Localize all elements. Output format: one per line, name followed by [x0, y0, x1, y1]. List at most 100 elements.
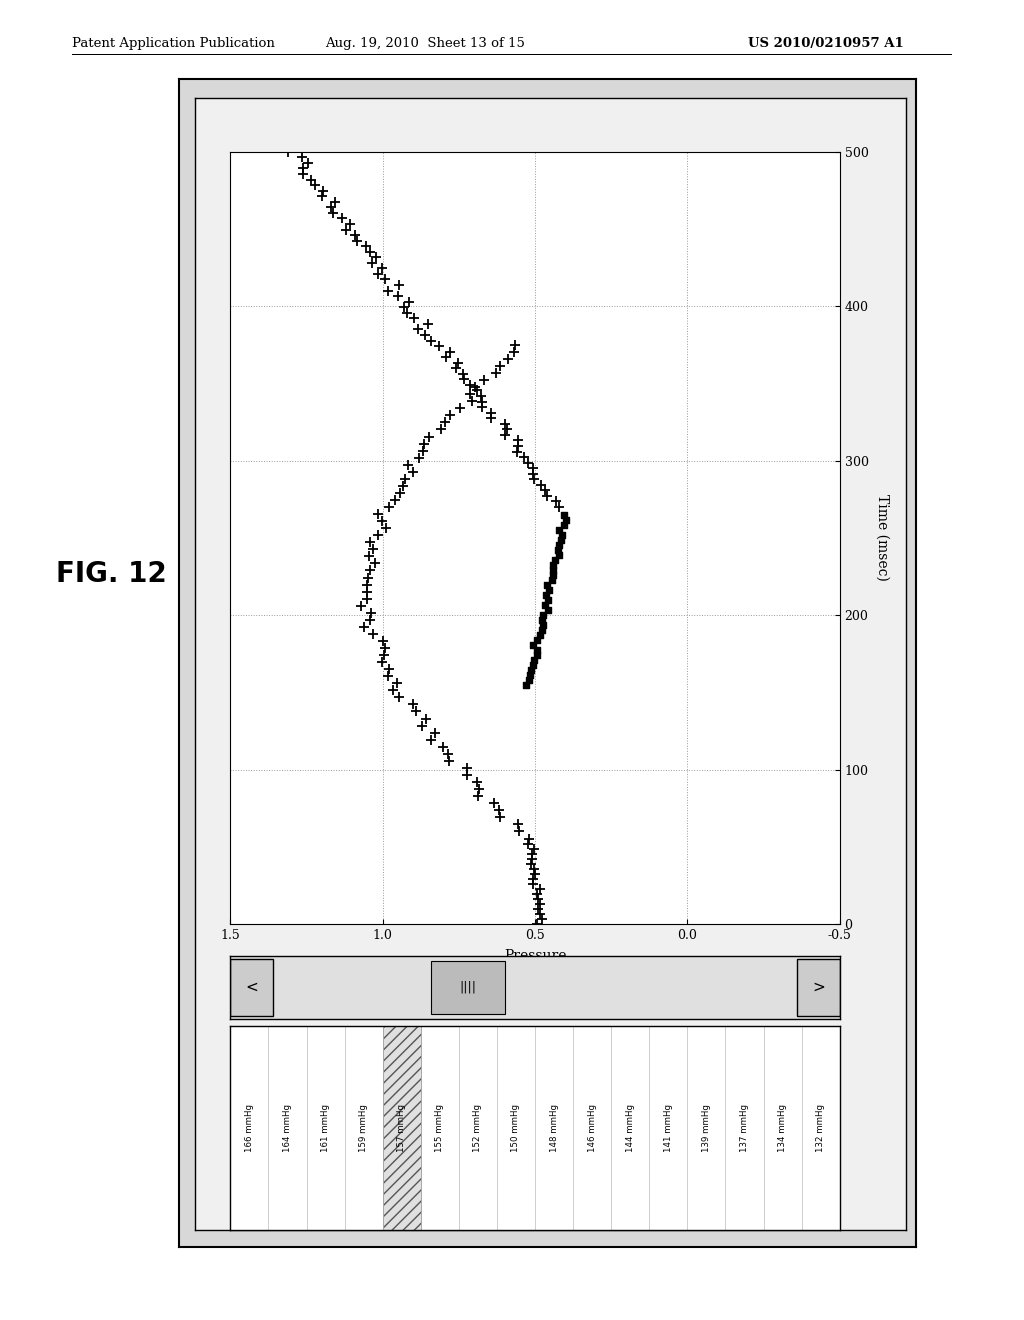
Point	[553, 529, 569, 550]
Point	[390, 275, 407, 296]
Point	[358, 589, 375, 610]
Point	[385, 680, 401, 701]
Point	[528, 913, 545, 935]
Point	[528, 639, 545, 660]
Point	[524, 849, 541, 870]
Point	[523, 843, 540, 865]
Point	[416, 433, 432, 454]
Point	[558, 510, 574, 531]
Point	[361, 560, 378, 581]
Point	[338, 219, 354, 240]
Text: US 2010/0210957 A1: US 2010/0210957 A1	[748, 37, 903, 50]
Point	[511, 821, 527, 842]
Text: 159 mmHg: 159 mmHg	[359, 1104, 369, 1152]
Bar	[431, 961, 505, 1014]
Point	[531, 903, 548, 924]
Point	[556, 515, 572, 536]
Point	[423, 729, 439, 750]
Point	[541, 579, 557, 601]
Point	[294, 164, 310, 185]
Point	[506, 342, 522, 363]
Point	[532, 879, 549, 900]
Point	[455, 363, 471, 384]
Point	[485, 792, 502, 813]
Point	[545, 560, 561, 581]
Point	[538, 585, 554, 606]
Point	[306, 174, 323, 195]
Point	[554, 524, 570, 545]
Point	[524, 874, 541, 895]
Point	[500, 348, 516, 370]
Point	[473, 396, 489, 417]
Point	[526, 469, 543, 490]
Point	[462, 375, 478, 396]
Point	[365, 623, 381, 644]
Point	[507, 334, 523, 355]
Point	[532, 624, 549, 645]
Point	[469, 380, 485, 401]
Point	[377, 638, 393, 659]
Point	[365, 252, 381, 273]
Point	[408, 701, 424, 722]
Point	[359, 581, 376, 602]
Text: 152 mmHg: 152 mmHg	[473, 1104, 482, 1152]
Point	[379, 280, 395, 301]
Point	[325, 202, 341, 223]
Point	[360, 545, 377, 566]
Y-axis label: Time (msec): Time (msec)	[876, 495, 890, 581]
Point	[498, 413, 514, 434]
Point	[518, 675, 535, 696]
Point	[539, 574, 555, 595]
Text: 146 mmHg: 146 mmHg	[588, 1104, 597, 1152]
Point	[313, 186, 330, 207]
Point	[381, 496, 397, 517]
Point	[525, 869, 542, 890]
Bar	[230, 958, 273, 1016]
Point	[314, 180, 331, 201]
Point	[529, 899, 546, 920]
Point	[537, 594, 553, 615]
Point	[545, 554, 561, 576]
Point	[551, 519, 567, 540]
Text: 166 mmHg: 166 mmHg	[245, 1104, 254, 1152]
Point	[400, 292, 417, 313]
Point	[414, 715, 430, 737]
Point	[368, 247, 384, 268]
Point	[534, 908, 550, 929]
Point	[470, 785, 486, 807]
Text: Patent Application Publication: Patent Application Publication	[72, 37, 274, 50]
Point	[442, 341, 459, 362]
Point	[525, 655, 542, 676]
Point	[422, 330, 438, 351]
Point	[323, 197, 339, 218]
Text: 157 mmHg: 157 mmHg	[397, 1104, 407, 1152]
Point	[349, 230, 366, 251]
Point	[476, 370, 493, 391]
Text: 134 mmHg: 134 mmHg	[778, 1104, 787, 1152]
Text: 144 mmHg: 144 mmHg	[626, 1104, 635, 1152]
Point	[528, 883, 545, 904]
Point	[469, 771, 485, 792]
Point	[520, 669, 537, 690]
Point	[431, 335, 447, 356]
Point	[482, 408, 499, 429]
Text: 141 mmHg: 141 mmHg	[664, 1104, 673, 1152]
Text: <: <	[246, 979, 258, 995]
Point	[516, 446, 532, 467]
Point	[391, 482, 408, 503]
Point	[522, 664, 539, 685]
Point	[536, 614, 552, 635]
Point	[551, 544, 567, 565]
Point	[487, 363, 504, 384]
Point	[525, 838, 542, 859]
Point	[510, 436, 526, 457]
Point	[367, 553, 383, 574]
Point	[472, 385, 488, 407]
Point	[377, 269, 393, 290]
Point	[509, 430, 525, 451]
Point	[519, 451, 536, 473]
Point	[438, 347, 455, 368]
Point	[525, 634, 542, 655]
X-axis label: Pressure
[mmHg]: Pressure [mmHg]	[504, 949, 566, 979]
Point	[404, 694, 421, 715]
